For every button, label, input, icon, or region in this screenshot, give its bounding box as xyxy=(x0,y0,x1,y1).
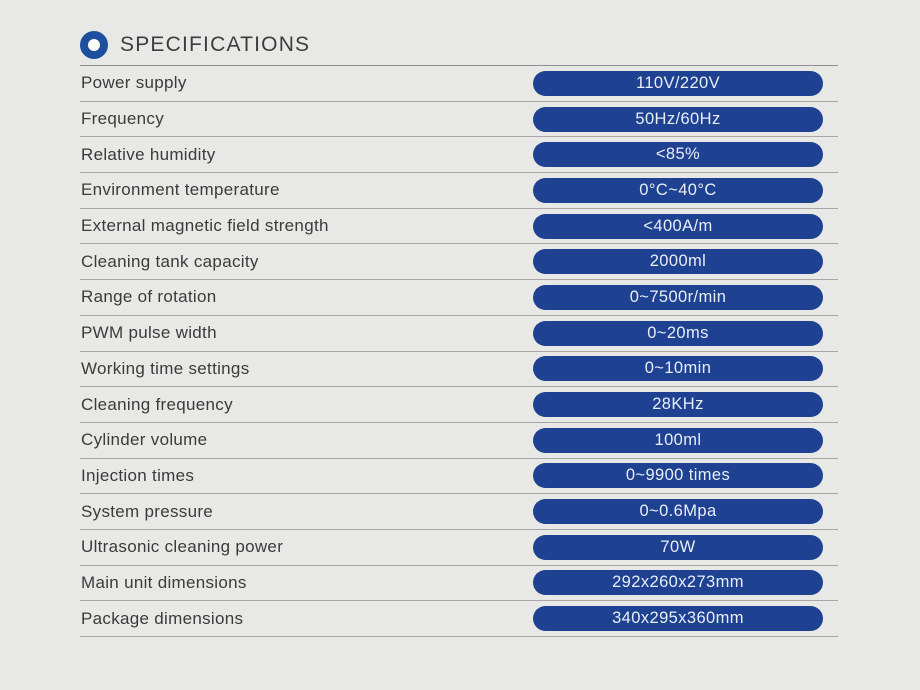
specifications-header: SPECIFICATIONS xyxy=(80,30,838,66)
spec-label: Package dimensions xyxy=(81,608,244,628)
spec-value-badge: 0~0.6Mpa xyxy=(533,499,823,525)
spec-value-badge: 70W xyxy=(533,534,823,560)
table-row: PWM pulse width 0~20ms xyxy=(80,316,838,352)
table-row: System pressure 0~0.6Mpa xyxy=(80,494,838,530)
table-row: Cleaning frequency 28KHz xyxy=(80,387,838,423)
table-row: Ultrasonic cleaning power 70W xyxy=(80,530,838,566)
table-row: Working time settings 0~10min xyxy=(80,352,838,388)
spec-value-badge: 110V/220V xyxy=(533,70,823,96)
spec-value-badge: 2000ml xyxy=(533,249,823,275)
spec-value-badge: 100ml xyxy=(533,427,823,453)
spec-label: Relative humidity xyxy=(81,144,216,164)
table-row: Environment temperature 0°C~40°C xyxy=(80,173,838,209)
spec-label: Ultrasonic cleaning power xyxy=(81,537,284,557)
table-row: Cylinder volume 100ml xyxy=(80,423,838,459)
table-row: Injection times 0~9900 times xyxy=(80,459,838,495)
table-row: Package dimensions 340x295x360mm xyxy=(80,601,838,637)
spec-label: Range of rotation xyxy=(81,287,217,307)
table-row: Relative humidity <85% xyxy=(80,137,838,174)
spec-label: Injection times xyxy=(81,465,195,485)
ring-icon xyxy=(80,30,108,59)
spec-value-badge: 0~20ms xyxy=(533,320,823,346)
table-row: Power supply 110V/220V xyxy=(80,66,838,102)
table-row: Cleaning tank capacity 2000ml xyxy=(80,244,838,281)
table-row: External magnetic field strength <400A/m xyxy=(80,209,838,245)
spec-value-badge: 0~10min xyxy=(533,356,823,382)
specifications-sheet: SPECIFICATIONS Power supply 110V/220V Fr… xyxy=(80,30,838,637)
spec-label: External magnetic field strength xyxy=(81,216,329,236)
spec-label: PWM pulse width xyxy=(81,323,217,343)
spec-label: Cleaning tank capacity xyxy=(81,251,259,271)
spec-value-badge: 340x295x360mm xyxy=(533,606,823,632)
spec-value-badge: <400A/m xyxy=(533,213,823,239)
spec-label: Main unit dimensions xyxy=(81,572,247,592)
page-title: SPECIFICATIONS xyxy=(120,32,311,56)
table-row: Frequency 50Hz/60Hz xyxy=(80,102,838,138)
spec-label: Environment temperature xyxy=(81,180,280,200)
spec-label: System pressure xyxy=(81,501,214,521)
spec-value-badge: 0~9900 times xyxy=(533,463,823,489)
spec-label: Working time settings xyxy=(81,358,250,378)
table-row: Range of rotation 0~7500r/min xyxy=(80,280,838,316)
table-row: Main unit dimensions 292x260x273mm xyxy=(80,566,838,602)
spec-value-badge: <85% xyxy=(533,142,823,168)
spec-value-badge: 28KHz xyxy=(533,392,823,418)
spec-label: Cleaning frequency xyxy=(81,394,233,414)
spec-value-badge: 50Hz/60Hz xyxy=(533,106,823,132)
spec-table: Power supply 110V/220V Frequency 50Hz/60… xyxy=(80,66,838,637)
spec-value-badge: 292x260x273mm xyxy=(533,570,823,596)
spec-value-badge: 0~7500r/min xyxy=(533,284,823,310)
spec-label: Cylinder volume xyxy=(81,430,208,450)
spec-label: Frequency xyxy=(81,109,165,129)
spec-label: Power supply xyxy=(81,73,187,93)
spec-value-badge: 0°C~40°C xyxy=(533,177,823,203)
